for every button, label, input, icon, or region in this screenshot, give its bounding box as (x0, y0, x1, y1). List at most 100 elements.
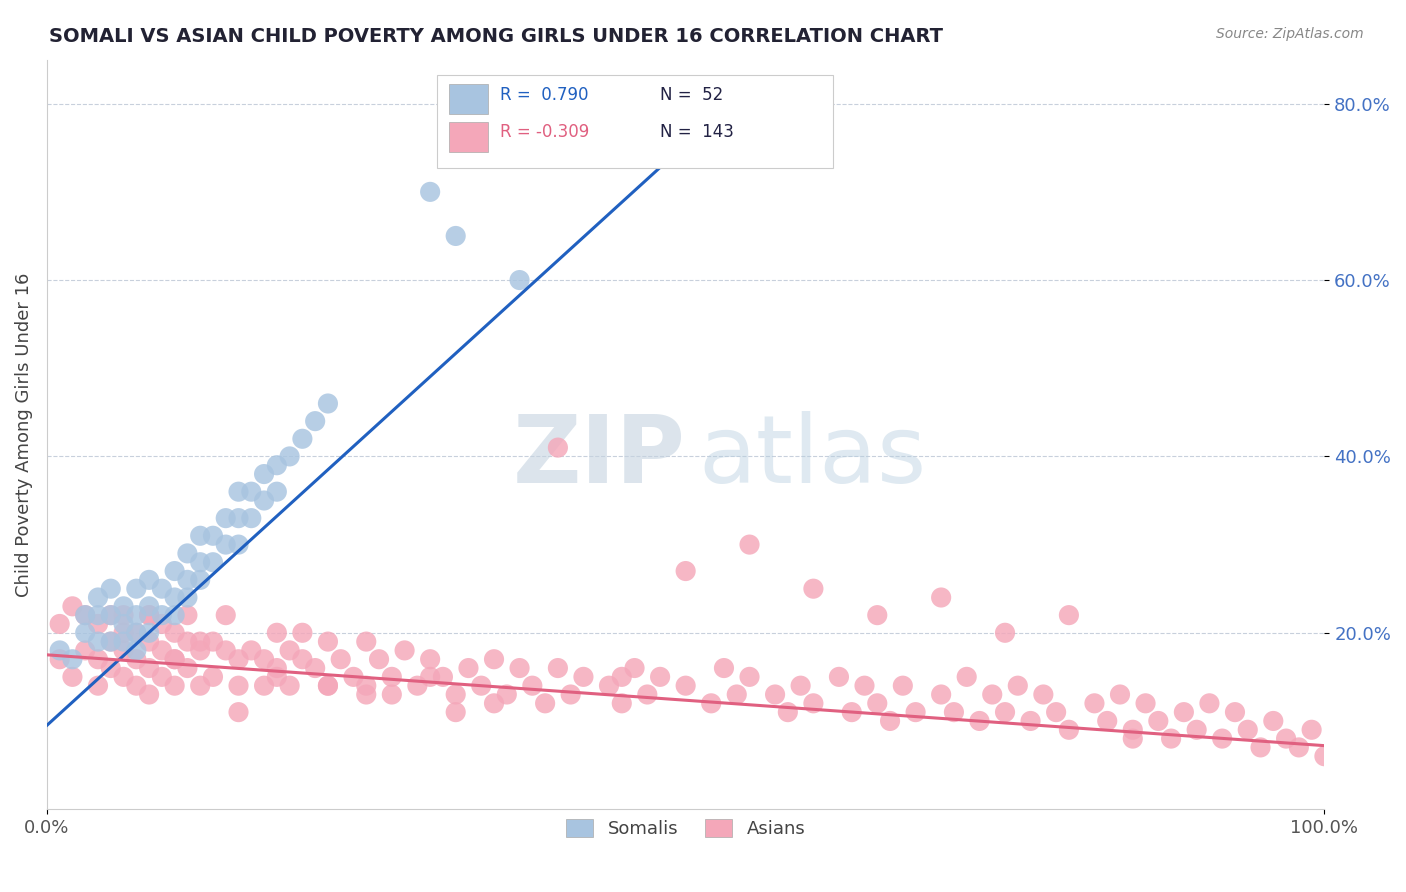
Point (547, 441, 569, 455)
Point (228, 679, 250, 693)
Point (1173, 705, 1195, 719)
Point (879, 714, 901, 728)
Point (648, 670, 671, 684)
Point (994, 625, 1017, 640)
Point (87, 679, 110, 693)
Point (969, 714, 991, 728)
Point (75, 643, 97, 657)
Point (62, 599, 84, 614)
Point (240, 643, 263, 657)
Point (163, 679, 186, 693)
Point (1160, 731, 1182, 746)
Point (138, 688, 160, 702)
Point (87, 591, 110, 605)
Point (866, 696, 889, 710)
Point (188, 555, 211, 569)
Point (228, 705, 250, 719)
Point (356, 688, 378, 702)
Text: N =  52: N = 52 (659, 86, 723, 103)
Point (1122, 731, 1144, 746)
FancyBboxPatch shape (450, 122, 488, 152)
Point (866, 608, 889, 623)
Point (929, 688, 952, 702)
Point (803, 696, 825, 710)
Point (1097, 714, 1119, 728)
Text: Source: ZipAtlas.com: Source: ZipAtlas.com (1216, 27, 1364, 41)
Point (444, 229, 467, 244)
Point (87, 634, 110, 648)
Point (981, 688, 1004, 702)
Point (1185, 723, 1208, 737)
Point (381, 688, 404, 702)
Point (138, 599, 160, 614)
Point (1032, 688, 1054, 702)
Point (381, 670, 404, 684)
Legend: Somalis, Asians: Somalis, Asians (558, 812, 813, 845)
Point (62, 670, 84, 684)
Point (176, 546, 198, 560)
Point (112, 599, 135, 614)
Point (316, 396, 339, 410)
Point (994, 705, 1017, 719)
Point (444, 705, 467, 719)
Point (675, 564, 697, 578)
Point (253, 467, 276, 481)
Point (163, 591, 186, 605)
Point (266, 670, 288, 684)
Point (598, 679, 620, 693)
Point (125, 625, 148, 640)
Text: ZIP: ZIP (513, 411, 686, 503)
Point (176, 573, 198, 587)
Point (228, 511, 250, 525)
Point (482, 652, 505, 666)
Point (100, 661, 122, 675)
Point (482, 696, 505, 710)
Point (266, 661, 288, 675)
Point (138, 634, 160, 648)
Point (1057, 608, 1080, 623)
Point (112, 634, 135, 648)
Point (394, 643, 416, 657)
Point (253, 652, 276, 666)
Point (215, 643, 238, 657)
Point (1007, 679, 1029, 693)
Point (803, 582, 825, 596)
Point (304, 414, 326, 428)
Point (201, 529, 224, 543)
Point (1211, 731, 1233, 746)
Point (929, 591, 952, 605)
Point (329, 652, 352, 666)
FancyBboxPatch shape (436, 75, 832, 169)
Text: R = -0.309: R = -0.309 (501, 123, 589, 141)
Point (547, 661, 569, 675)
Point (266, 458, 288, 473)
Point (253, 493, 276, 508)
Point (1250, 740, 1272, 755)
Point (163, 564, 186, 578)
Point (316, 634, 339, 648)
Point (291, 652, 314, 666)
Text: SOMALI VS ASIAN CHILD POVERTY AMONG GIRLS UNDER 16 CORRELATION CHART: SOMALI VS ASIAN CHILD POVERTY AMONG GIRL… (49, 27, 943, 45)
Point (623, 661, 645, 675)
Point (48, 643, 70, 657)
Point (1135, 696, 1157, 710)
Point (188, 573, 211, 587)
Point (278, 643, 301, 657)
Point (457, 661, 479, 675)
Point (841, 705, 863, 719)
Point (215, 511, 238, 525)
Point (572, 670, 595, 684)
Point (942, 705, 965, 719)
Point (266, 484, 288, 499)
Point (610, 670, 633, 684)
Point (1198, 696, 1220, 710)
Point (291, 625, 314, 640)
Point (432, 670, 454, 684)
Point (201, 670, 224, 684)
Point (509, 273, 531, 287)
Point (534, 696, 557, 710)
Point (1223, 705, 1246, 719)
Point (828, 670, 851, 684)
Point (201, 634, 224, 648)
Point (776, 705, 799, 719)
